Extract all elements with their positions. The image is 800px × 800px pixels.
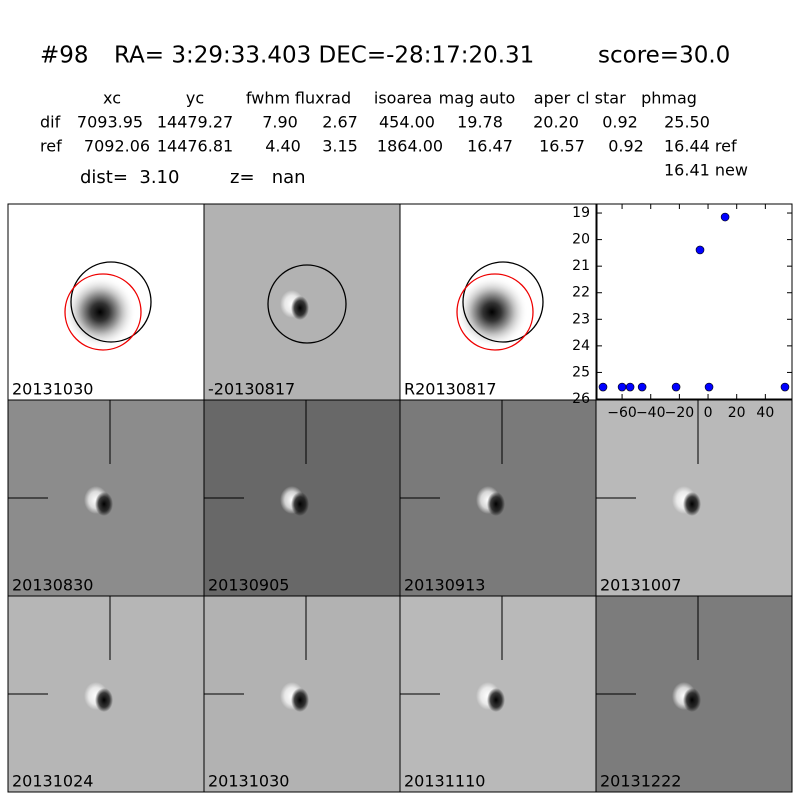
stamp: R20130817 bbox=[399, 203, 597, 401]
x-tick-label: 0 bbox=[704, 405, 713, 421]
table-cell: 16.44 ref bbox=[664, 137, 737, 156]
y-tick-label: 19 bbox=[572, 205, 590, 221]
x-tick-label: 20 bbox=[728, 405, 746, 421]
table-cell: 7.90 bbox=[262, 113, 298, 132]
table-cell: 0.92 bbox=[602, 113, 638, 132]
table-cell: 7093.95 bbox=[77, 113, 143, 132]
x-tick-label: −60 bbox=[607, 405, 637, 421]
dist: dist= 3.10 bbox=[80, 167, 179, 188]
table-cell: 16.57 bbox=[539, 137, 585, 156]
aperture bbox=[267, 264, 347, 344]
residual-dark bbox=[683, 688, 701, 712]
title-coords: RA= 3:29:33.403 DEC=-28:17:20.31 bbox=[114, 43, 534, 69]
column-header: yc bbox=[186, 89, 204, 108]
stamp-label: 20130830 bbox=[12, 576, 93, 595]
table-cell: 0.92 bbox=[608, 137, 644, 156]
table-cell: 20.20 bbox=[533, 113, 579, 132]
column-header: phmag bbox=[641, 89, 697, 108]
stamp-frame bbox=[595, 595, 793, 793]
stamp-label: 20131030 bbox=[208, 772, 289, 791]
aperture bbox=[462, 261, 544, 343]
stamp-label: 20131024 bbox=[12, 772, 93, 791]
residual-dark bbox=[95, 492, 113, 516]
table-cell: 1864.00 bbox=[377, 137, 443, 156]
column-header: fwhm bbox=[246, 89, 290, 108]
point bbox=[695, 245, 705, 255]
point bbox=[625, 382, 635, 392]
column-header: fluxrad bbox=[295, 89, 351, 108]
stamp-label: 20130905 bbox=[208, 576, 289, 595]
table-cell: 4.40 bbox=[265, 137, 301, 156]
residual-dark bbox=[95, 688, 113, 712]
table-cell: 25.50 bbox=[664, 113, 710, 132]
aperture bbox=[70, 261, 152, 343]
table-cell: 14476.81 bbox=[157, 137, 233, 156]
column-header: isoarea bbox=[374, 89, 432, 108]
row-label: dif bbox=[40, 113, 61, 132]
y-tick-label: 20 bbox=[572, 232, 590, 248]
stamp: 20131024 bbox=[7, 595, 205, 793]
stamp: 20131030 bbox=[7, 203, 205, 401]
y-tick-label: 24 bbox=[572, 338, 590, 354]
plot-background bbox=[596, 203, 793, 400]
stamp: 20130913 bbox=[399, 399, 597, 597]
stamp-label: 20130913 bbox=[404, 576, 485, 595]
x-tick-label: −40 bbox=[636, 405, 666, 421]
stamp: 20131222 bbox=[595, 595, 793, 793]
z-value: z= nan bbox=[230, 167, 306, 188]
table-cell: 454.00 bbox=[379, 113, 435, 132]
point bbox=[598, 382, 608, 392]
stamp: 20130905 bbox=[203, 399, 401, 597]
column-header: aper bbox=[534, 89, 571, 108]
stamp-label: 20131110 bbox=[404, 772, 485, 791]
point bbox=[637, 382, 647, 392]
residual-dark bbox=[291, 296, 309, 320]
x-tick-label: −20 bbox=[665, 405, 695, 421]
stamp: 20131030 bbox=[203, 595, 401, 793]
x-tick-label: 40 bbox=[756, 405, 774, 421]
y-tick-label: 26 bbox=[572, 391, 590, 407]
residual-dark bbox=[487, 688, 505, 712]
stamp: 20130830 bbox=[7, 399, 205, 597]
residual-dark bbox=[683, 492, 701, 516]
point bbox=[671, 382, 681, 392]
residual-dark bbox=[291, 492, 309, 516]
table-cell: 2.67 bbox=[322, 113, 358, 132]
column-header: cl star bbox=[576, 89, 626, 108]
residual-dark bbox=[487, 492, 505, 516]
stamp: 20131007 bbox=[595, 399, 793, 597]
y-tick-label: 23 bbox=[572, 311, 590, 327]
table-cell: 3.15 bbox=[322, 137, 358, 156]
stamp-label: 20131222 bbox=[600, 772, 681, 791]
table-cell: 7092.06 bbox=[84, 137, 150, 156]
row-label: ref bbox=[40, 137, 62, 156]
stamp: 20131110 bbox=[399, 595, 597, 793]
column-header: mag auto bbox=[439, 89, 516, 108]
residual-dark bbox=[291, 688, 309, 712]
stamp-label: 20131007 bbox=[600, 576, 681, 595]
aperture-ref bbox=[64, 273, 142, 351]
stamp-label: R20130817 bbox=[404, 380, 497, 399]
stamp-label: -20130817 bbox=[208, 380, 295, 399]
point bbox=[704, 382, 714, 392]
point bbox=[617, 382, 627, 392]
title-score: score=30.0 bbox=[598, 43, 730, 69]
point bbox=[780, 382, 790, 392]
y-tick-label: 22 bbox=[572, 285, 590, 301]
stamp-label: 20131030 bbox=[12, 380, 93, 399]
point bbox=[720, 212, 730, 222]
table-cell: 19.78 bbox=[457, 113, 503, 132]
new-mag: 16.41 new bbox=[664, 161, 748, 180]
table-cell: 14479.27 bbox=[157, 113, 233, 132]
y-tick-label: 21 bbox=[572, 258, 590, 274]
table-cell: 16.47 bbox=[467, 137, 513, 156]
column-header: xc bbox=[103, 89, 121, 108]
stamp: -20130817 bbox=[203, 203, 401, 401]
aperture-ref bbox=[456, 273, 534, 351]
y-tick-label: 25 bbox=[572, 364, 590, 380]
title-id: #98 bbox=[40, 43, 89, 69]
